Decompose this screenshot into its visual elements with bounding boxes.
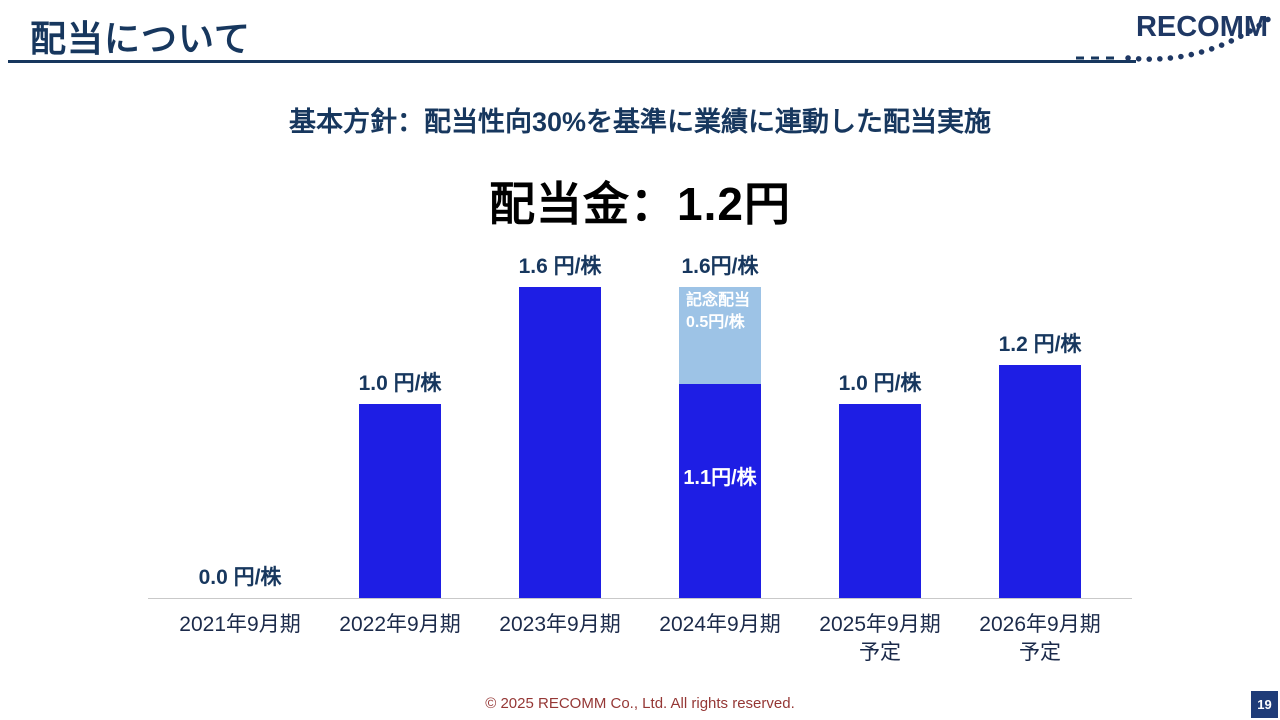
category-label: 2022年9月期 xyxy=(339,613,461,636)
dividend-bar-chart: 0.0 円/株 2021年9月期 1.0 円/株 2022年9月期 1.6 円/株 202… xyxy=(160,255,1120,668)
category-label: 2023年9月期 xyxy=(499,613,621,636)
logo-dotted-swoosh-icon xyxy=(1125,15,1273,62)
bar-segment-commemorative: 記念配当 0.5円/株 xyxy=(679,287,761,385)
bar-segment-ordinary xyxy=(839,403,921,598)
category-label: 2024年9月期 xyxy=(659,613,781,636)
chart-column: 1.2 円/株 2026年9月期 予定 xyxy=(960,258,1120,668)
bar-value-label: 1.2 円/株 xyxy=(998,332,1082,356)
category-label: 2025年9月期 予定 xyxy=(800,611,960,668)
chart-plot-cell: 1.0 円/株 xyxy=(320,258,480,598)
category-note: 予定 xyxy=(859,641,901,665)
chart-plot-cell: 1.1円/株 記念配当 0.5円/株 1.6円/株 xyxy=(640,255,800,598)
bar-value-label: 1.6円/株 xyxy=(681,255,759,279)
segment-label: 1.1円/株 xyxy=(683,467,757,490)
chart-column: 0.0 円/株 2021年9月期 xyxy=(160,258,320,668)
bar-value-label: 0.0 円/株 xyxy=(198,566,282,589)
policy-heading: 基本方針：配当性向30%を基準に業績に連動した配当実施 xyxy=(288,107,992,137)
page-number-badge: 19 xyxy=(1251,691,1278,718)
slide-title: 配当について xyxy=(30,18,251,59)
chart-column: 1.0 円/株 2022年9月期 xyxy=(320,258,480,668)
bar-value-label: 1.0 円/株 xyxy=(358,371,442,395)
segment-label: 記念配当 0.5円/株 xyxy=(686,292,751,331)
chart-column: 1.6 円/株 2023年9月期 xyxy=(480,255,640,668)
category-note: 予定 xyxy=(1019,641,1061,665)
copyright-footer: © 2025 RECOMM Co., Ltd. All rights reser… xyxy=(485,695,795,712)
logo-text: RECOMM xyxy=(1136,11,1268,43)
header-divider xyxy=(8,60,1136,63)
chart-column: 1.1円/株 記念配当 0.5円/株 1.6円/株 2024年9月期 xyxy=(640,255,800,668)
category-label: 2021年9月期 xyxy=(179,613,301,636)
chart-plot-cell: 1.0 円/株 xyxy=(800,258,960,598)
category-label: 2026年9月期 予定 xyxy=(960,611,1120,668)
bar-segment-ordinary xyxy=(519,287,601,598)
chart-plot-cell: 0.0 円/株 xyxy=(160,258,320,598)
x-axis-line xyxy=(148,598,1132,599)
recomm-logo-graphic: RECOMM xyxy=(1076,11,1273,62)
chart-column: 1.0 円/株 2025年9月期 予定 xyxy=(800,258,960,668)
chart-plot-cell: 1.2 円/株 xyxy=(960,258,1120,598)
chart-plot-cell: 1.6 円/株 xyxy=(480,255,640,598)
bar-segment-ordinary xyxy=(999,364,1081,598)
bar-value-label: 1.0 円/株 xyxy=(838,371,922,395)
bar-segment-ordinary: 1.1円/株 xyxy=(679,384,761,598)
bar-segment-ordinary xyxy=(359,403,441,598)
bar-value-label: 1.6 円/株 xyxy=(518,255,602,279)
recomm-logo: RECOMM xyxy=(1074,2,1274,69)
dividend-amount-heading: 配当金：1.2円 xyxy=(489,178,791,230)
